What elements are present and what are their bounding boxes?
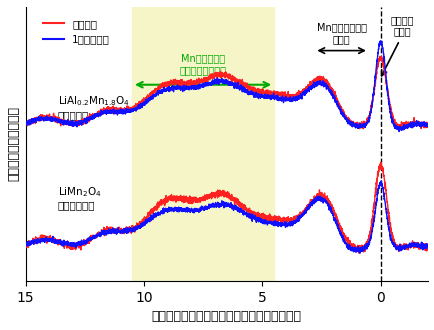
Text: Mnと酸素間の
電荷移動のピーク: Mnと酸素間の 電荷移動のピーク [179, 53, 226, 75]
Text: 弾性散乱
ピーク: 弾性散乱 ピーク [389, 15, 413, 36]
Legend: 初期状態, 1サイクル後: 初期状態, 1サイクル後 [39, 15, 114, 49]
Y-axis label: 発光強度（任意単位）: 発光強度（任意単位） [7, 106, 20, 182]
Bar [132, 7, 273, 281]
X-axis label: 入射光と発光のエネルギー差（電子ボルト）: 入射光と発光のエネルギー差（電子ボルト） [151, 310, 301, 323]
Text: LiMn$_2$O$_4$
（無置換体）: LiMn$_2$O$_4$ （無置換体） [58, 185, 101, 210]
Text: Mnの電子軌道の
ピーク: Mnの電子軌道の ピーク [316, 23, 366, 44]
Text: LiAl$_{0.2}$Mn$_{1.8}$O$_4$
（置換体）: LiAl$_{0.2}$Mn$_{1.8}$O$_4$ （置換体） [58, 95, 129, 120]
